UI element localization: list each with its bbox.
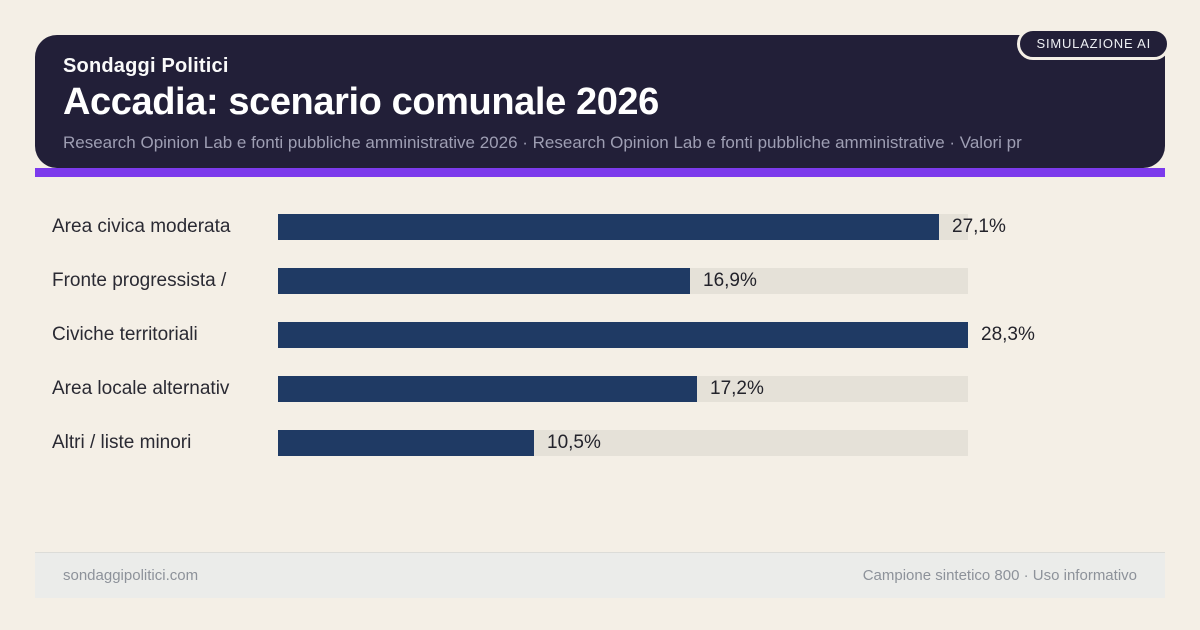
value-label: 16,9%	[703, 270, 757, 291]
category-label: Area locale alternativ	[52, 378, 230, 399]
value-label: 27,1%	[952, 216, 1006, 237]
site-kicker: Sondaggi Politici	[63, 55, 229, 77]
header: Sondaggi Politici Accadia: scenario comu…	[35, 35, 1165, 168]
category-label: Area civica moderata	[52, 216, 231, 237]
footer-sample-note: Campione sintetico 800 · Uso informativo	[862, 567, 1137, 584]
chart-row: Area locale alternativ 17,2%	[0, 362, 1200, 416]
footer-site-url: sondaggipolitici.com	[63, 567, 199, 584]
bar-chart: Area civica moderata 27,1% Fronte progress…	[0, 200, 1200, 470]
bar	[278, 376, 697, 402]
bar	[278, 268, 690, 294]
simulation-badge: SIMULAZIONE AI	[1017, 28, 1170, 60]
chart-row: Area civica moderata 27,1%	[0, 200, 1200, 254]
page-title: Accadia: scenario comunale 2026	[63, 81, 659, 123]
value-label: 17,2%	[710, 378, 764, 399]
footer: sondaggipolitici.com Campione sintetico …	[35, 552, 1165, 598]
category-label: Fronte progressista /	[52, 270, 227, 291]
category-label: Civiche territoriali	[52, 324, 198, 345]
chart-row: Civiche territoriali 28,3%	[0, 308, 1200, 362]
chart-row: Altri / liste minori 10,5%	[0, 416, 1200, 470]
accent-divider	[35, 168, 1165, 177]
bar	[278, 430, 534, 456]
value-label: 10,5%	[547, 432, 601, 453]
bar	[278, 322, 968, 348]
chart-row: Fronte progressista / 16,9%	[0, 254, 1200, 308]
category-label: Altri / liste minori	[52, 432, 192, 453]
value-label: 28,3%	[981, 324, 1035, 345]
bar	[278, 214, 939, 240]
page-subtitle: Research Opinion Lab e fonti pubbliche a…	[63, 132, 1022, 152]
